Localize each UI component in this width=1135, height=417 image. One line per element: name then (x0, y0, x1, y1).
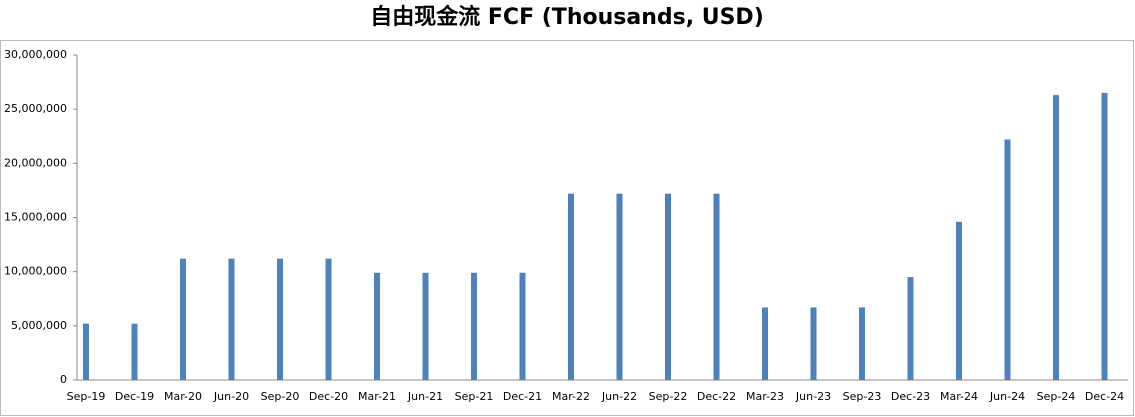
y-tick-label: 25,000,000 (4, 102, 67, 115)
bar (131, 323, 138, 380)
y-tick-label: 30,000,000 (4, 48, 67, 61)
x-tick-label: Mar-24 (940, 390, 978, 403)
bar (713, 193, 720, 380)
y-tick-label: 5,000,000 (11, 319, 67, 332)
bar (83, 323, 89, 380)
bar (1101, 92, 1108, 381)
bar (1004, 139, 1011, 380)
y-tick-label: 15,000,000 (4, 211, 67, 224)
x-tick-label: Mar-20 (164, 390, 202, 403)
x-tick-label: Jun-20 (213, 390, 249, 403)
x-tick-label: Mar-21 (358, 390, 396, 403)
x-tick-label: Dec-20 (309, 390, 348, 403)
bar (325, 258, 332, 380)
bar (762, 307, 768, 380)
x-tick-label: Jun-23 (795, 390, 831, 403)
y-tick-label: 0 (60, 373, 67, 386)
x-tick-label: Dec-22 (697, 390, 736, 403)
bar (519, 272, 526, 380)
bar (422, 272, 429, 380)
x-tick-label: Dec-21 (503, 390, 542, 403)
x-tick-label: Dec-24 (1085, 390, 1124, 403)
x-tick-label: Sep-23 (843, 390, 882, 403)
bar (180, 258, 186, 380)
x-tick-label: Sep-20 (261, 390, 300, 403)
x-tick-label: Sep-22 (649, 390, 688, 403)
bar (859, 307, 865, 380)
chart-frame (0, 40, 1134, 416)
x-tick-label: Dec-19 (115, 390, 154, 403)
bar (1053, 95, 1059, 380)
x-tick-label: Sep-24 (1037, 390, 1076, 403)
chart-title: 自由现金流 FCF (Thousands, USD) (370, 4, 764, 30)
x-tick-label: Sep-19 (67, 390, 106, 403)
bar (616, 193, 623, 380)
bar (228, 258, 235, 380)
bar (471, 272, 477, 380)
y-tick-label: 20,000,000 (4, 156, 67, 169)
bar (907, 277, 914, 380)
y-tick-label: 10,000,000 (4, 265, 67, 278)
bar (810, 307, 817, 380)
x-tick-label: Jun-24 (989, 390, 1025, 403)
x-tick-label: Jun-22 (601, 390, 637, 403)
x-tick-label: Mar-22 (552, 390, 590, 403)
bar (277, 258, 283, 380)
bar (568, 193, 574, 380)
x-tick-label: Mar-23 (746, 390, 784, 403)
x-tick-label: Dec-23 (891, 390, 930, 403)
bar (956, 221, 962, 380)
bar (374, 272, 380, 380)
x-tick-label: Jun-21 (407, 390, 443, 403)
bar (665, 193, 671, 380)
x-tick-label: Sep-21 (455, 390, 494, 403)
